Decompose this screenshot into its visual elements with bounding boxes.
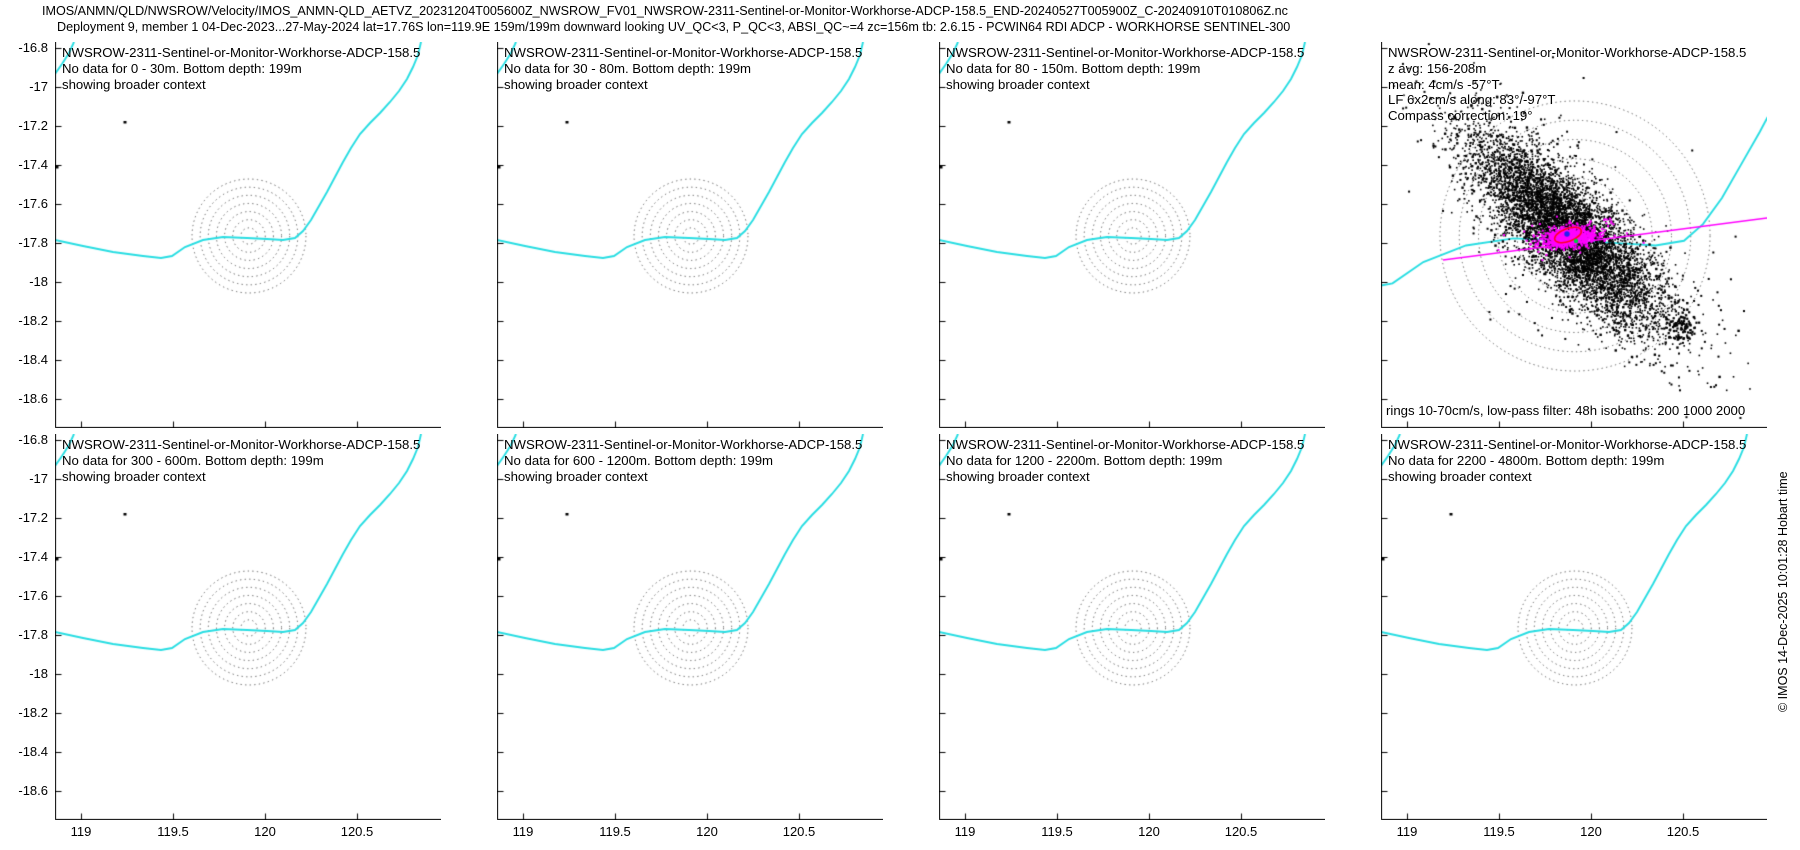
subplot-r1c3: NWSROW-2311-Sentinel-or-Monitor-Workhors… [939, 42, 1325, 428]
subplot-annotation-line: LF 6x2cm/s along: 83°/-97°T [1388, 92, 1556, 108]
map-plot-canvas [55, 42, 441, 428]
x-tick-label: 120.5 [1666, 824, 1700, 839]
subplot-title: NWSROW-2311-Sentinel-or-Monitor-Workhors… [1388, 437, 1747, 452]
subplot-annotation-line: showing broader context [1388, 468, 1532, 484]
subplot-annotation-line: showing broader context [946, 76, 1090, 92]
subplot-r2c1: NWSROW-2311-Sentinel-or-Monitor-Workhors… [55, 434, 441, 820]
subplot-r1c1: NWSROW-2311-Sentinel-or-Monitor-Workhors… [55, 42, 441, 428]
subplot-annotations: No data for 0 - 30m. Bottom depth: 199m s… [62, 61, 302, 92]
imos-copyright-watermark: © IMOS 14-Dec-2025 10:01:28 Hobart time [1776, 471, 1790, 712]
y-tick-label: -17 [29, 471, 48, 486]
y-tick-label: -18.4 [18, 744, 48, 759]
subplot-title: NWSROW-2311-Sentinel-or-Monitor-Workhors… [62, 45, 421, 60]
subplot-title: NWSROW-2311-Sentinel-or-Monitor-Workhors… [946, 45, 1305, 60]
y-tick-label: -18 [29, 274, 48, 289]
y-tick-label: -17.8 [18, 235, 48, 250]
subplot-r1c4: NWSROW-2311-Sentinel-or-Monitor-Workhors… [1381, 42, 1767, 428]
subplot-annotation-line: No data for 0 - 30m. Bottom depth: 199m [62, 61, 302, 76]
subplot-annotations: No data for 1200 - 2200m. Bottom depth: … [946, 453, 1222, 484]
y-tick-label: -18 [29, 666, 48, 681]
x-tick-label: 120 [696, 824, 718, 839]
subplot-title: NWSROW-2311-Sentinel-or-Monitor-Workhors… [62, 437, 421, 452]
y-tick-label: -17.4 [18, 549, 48, 564]
subplot-annotations: z avg: 156-208m mean: 4cm/s -57°T LF 6x2cm… [1388, 61, 1555, 123]
y-tick-label: -17.8 [18, 627, 48, 642]
map-plot-canvas [497, 434, 883, 820]
x-tick-label: 119 [1396, 824, 1418, 839]
subplot-annotation-line: No data for 30 - 80m. Bottom depth: 199m [504, 61, 752, 76]
y-tick-label: -17.6 [18, 588, 48, 603]
y-tick-label: -18.2 [18, 313, 48, 328]
subplot-annotations: No data for 80 - 150m. Bottom depth: 199… [946, 61, 1200, 92]
x-tick-label: 119.5 [1041, 824, 1073, 839]
y-tick-label: -17.6 [18, 196, 48, 211]
map-plot-canvas [55, 434, 441, 820]
subplot-annotation-line: No data for 300 - 600m. Bottom depth: 19… [62, 453, 324, 468]
map-plot-canvas [939, 42, 1325, 428]
x-tick-label: 119 [954, 824, 976, 839]
subplot-annotation-line: No data for 600 - 1200m. Bottom depth: 1… [504, 453, 774, 468]
x-tick-label: 119 [512, 824, 534, 839]
subplot-annotation-line: showing broader context [504, 468, 648, 484]
x-tick-label: 119 [70, 824, 92, 839]
subplot-annotation-line: Compass correction: 19° [1388, 107, 1533, 123]
y-tick-label: -16.8 [18, 40, 48, 55]
map-plot-canvas [497, 42, 883, 428]
y-tick-label: -18.6 [18, 783, 48, 798]
map-plot-canvas [939, 434, 1325, 820]
x-tick-label: 120.5 [1224, 824, 1258, 839]
y-tick-label: -18.4 [18, 352, 48, 367]
y-tick-label: -18.2 [18, 705, 48, 720]
subplot-annotations: No data for 300 - 600m. Bottom depth: 19… [62, 453, 324, 484]
x-tick-label: 120 [254, 824, 276, 839]
x-tick-label: 119.5 [599, 824, 631, 839]
subplot-r2c3: NWSROW-2311-Sentinel-or-Monitor-Workhors… [939, 434, 1325, 820]
subplot-annotation-line: mean: 4cm/s -57°T [1388, 76, 1500, 92]
subplot-r1c2: NWSROW-2311-Sentinel-or-Monitor-Workhors… [497, 42, 883, 428]
x-tick-label: 120.5 [782, 824, 816, 839]
subplot-annotations: No data for 30 - 80m. Bottom depth: 199m… [504, 61, 751, 92]
y-tick-label: -17 [29, 79, 48, 94]
subplot-annotations: No data for 2200 - 4800m. Bottom depth: … [1388, 453, 1664, 484]
subplot-r2c2: NWSROW-2311-Sentinel-or-Monitor-Workhors… [497, 434, 883, 820]
subplot-title: NWSROW-2311-Sentinel-or-Monitor-Workhors… [1388, 45, 1747, 60]
x-tick-label: 120 [1138, 824, 1160, 839]
subplot-annotation-line: showing broader context [946, 468, 1090, 484]
x-tick-label: 120.5 [340, 824, 374, 839]
x-tick-label: 120 [1580, 824, 1602, 839]
y-tick-label: -17.4 [18, 157, 48, 172]
subplot-annotation-line: showing broader context [504, 76, 648, 92]
x-tick-label: 119.5 [157, 824, 189, 839]
subplot-r2c4: NWSROW-2311-Sentinel-or-Monitor-Workhors… [1381, 434, 1767, 820]
subplot-annotation-line: showing broader context [62, 468, 206, 484]
subplot-title: NWSROW-2311-Sentinel-or-Monitor-Workhors… [504, 437, 863, 452]
subplot-annotation-line: No data for 80 - 150m. Bottom depth: 199… [946, 61, 1201, 76]
map-plot-canvas [1381, 434, 1767, 820]
subplot-annotation-line: No data for 2200 - 4800m. Bottom depth: … [1388, 453, 1665, 468]
y-tick-label: -18.6 [18, 391, 48, 406]
y-tick-label: -16.8 [18, 432, 48, 447]
rings-scale-footer: rings 10-70cm/s, low-pass filter: 48h is… [1386, 403, 1746, 418]
subplot-annotations: No data for 600 - 1200m. Bottom depth: 1… [504, 453, 773, 484]
subplot-title: NWSROW-2311-Sentinel-or-Monitor-Workhors… [504, 45, 863, 60]
figure-title-filename: IMOS/ANMN/QLD/NWSROW/Velocity/IMOS_ANMN-… [42, 4, 1288, 18]
map-plot-canvas [1381, 42, 1767, 428]
subplot-annotation-line: z avg: 156-208m [1388, 61, 1487, 76]
x-tick-label: 119.5 [1483, 824, 1515, 839]
subplot-annotation-line: showing broader context [62, 76, 206, 92]
y-tick-label: -17.2 [18, 118, 48, 133]
y-tick-label: -17.2 [18, 510, 48, 525]
subplot-title: NWSROW-2311-Sentinel-or-Monitor-Workhors… [946, 437, 1305, 452]
figure-subtitle-deployment: Deployment 9, member 1 04-Dec-2023...27-… [57, 20, 1291, 34]
subplot-annotation-line: No data for 1200 - 2200m. Bottom depth: … [946, 453, 1223, 468]
